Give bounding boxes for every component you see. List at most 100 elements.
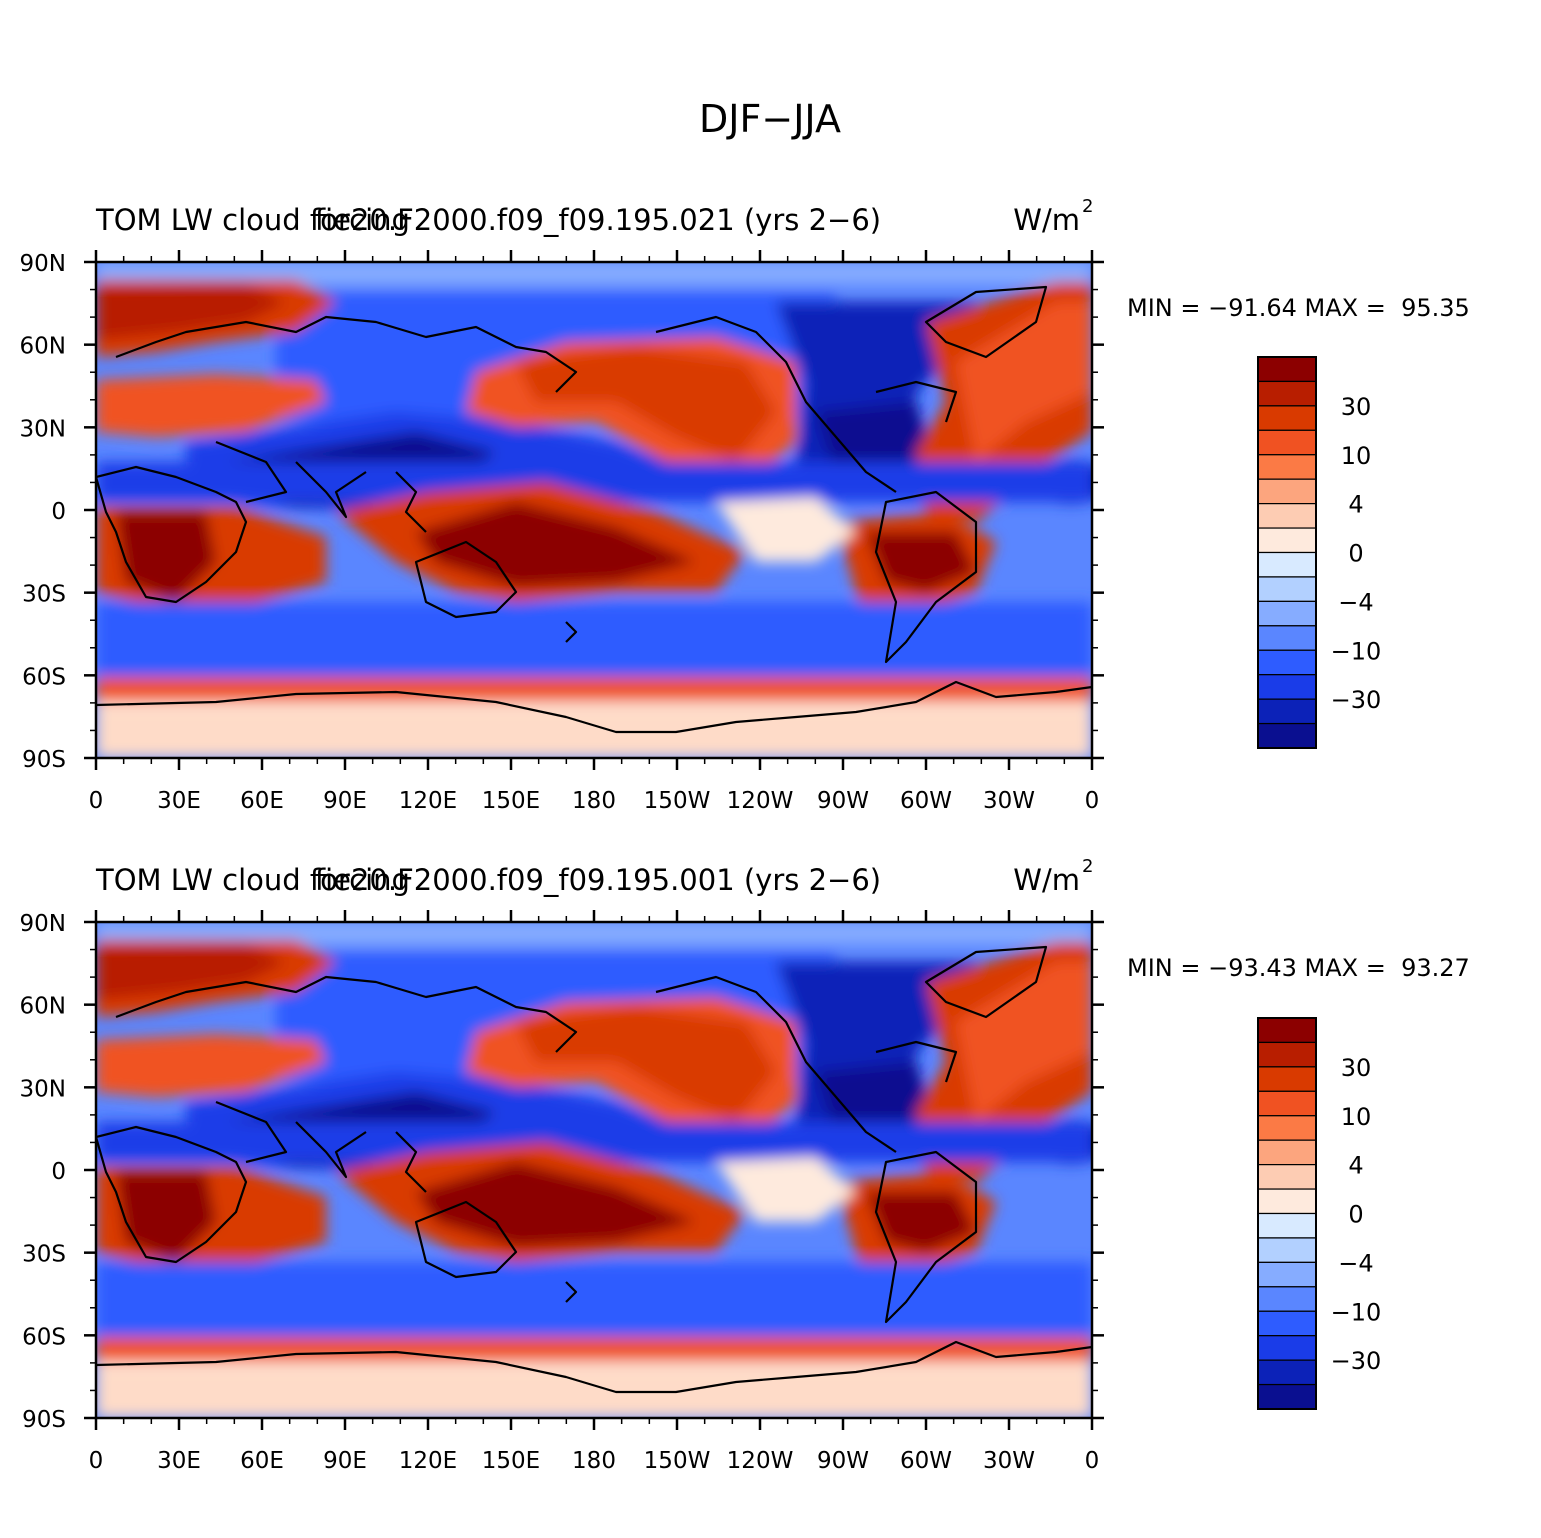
panel-2-lon-label: 120E [399,1448,457,1474]
panel-1-ticks: 90N 60N 30N 0 30S 60S 90S 0 30E 60E 90E 120E 150E 180… [20,250,1104,814]
panel-2-lon-label: 180 [572,1448,616,1474]
panel-1-colorbar-swatch [1257,503,1317,529]
panel-2-lon-label: 60W [900,1448,952,1474]
panel-1-lon-label: 120E [399,788,457,814]
panel-1-colorbar-swatch [1257,576,1317,602]
panel-2-colorbar-swatch [1257,1359,1317,1386]
panel-1-lon-label: 0 [89,788,104,814]
panel-1-colorbar-label: −10 [1331,637,1382,665]
panel-2-lat-label: 60N [20,994,66,1020]
panel-2-colorbar-label: −10 [1331,1298,1382,1326]
panel-2-colorbar-label: 4 [1348,1152,1363,1180]
panel-1-colorbar-swatch [1257,478,1317,505]
panel-2-units-exponent: 2 [1082,856,1093,877]
panel-2-lon-label: 90W [817,1448,869,1474]
panel-1-stats: MIN = −91.64 MAX = 95.35 [1127,294,1470,322]
panel-1-colorbar-swatch [1257,527,1317,554]
panel-1-colorbar-swatch [1257,600,1317,627]
panel-2-colorbar-swatch [1257,1310,1317,1337]
panel-2-colorbar-label: −4 [1338,1249,1373,1277]
panel-1-lon-label: 90W [817,788,869,814]
panel-1-lat-label: 90S [22,747,66,773]
panel-1-colorbar-label: 30 [1341,393,1372,421]
panel-2-lon-label: 0 [89,1448,104,1474]
panel-1-lon-label: 0 [1085,788,1100,814]
panel-1-lat-label: 60N [20,334,66,360]
page-title: DJF−JJA [699,97,841,141]
panel-1-lon-label: 30W [983,788,1035,814]
panel-2-colorbar-swatch [1257,1188,1317,1215]
panel-1-lon-label: 150W [644,788,711,814]
panel-1-colorbar-swatch [1257,698,1317,725]
panel-1-center-title: fie20.F2000.f09_f09.195.021 (yrs 2−6) [315,203,881,237]
panel-1-colorbar-swatch [1257,356,1317,383]
panel-1-lon-label: 180 [572,788,616,814]
panel-2-lon-label: 0 [1085,1448,1100,1474]
panel-1-colorbar-label: 10 [1341,442,1372,470]
panel-2-colorbar-label: 10 [1341,1103,1372,1131]
panel-1-colorbar-label: −4 [1338,588,1373,616]
panel-2-colorbar-swatch [1257,1261,1317,1288]
panel-2-colorbar-swatch [1257,1115,1317,1141]
panel-1-units: W/m [1013,203,1080,237]
panel-1-lat-label: 0 [51,499,66,525]
panel-1-colorbar-swatch [1257,551,1317,578]
panel-2-colorbar-swatch [1257,1335,1317,1361]
panel-1-lat-label: 30N [20,416,66,442]
panel-1-colorbar-swatch [1257,649,1317,676]
panel-2-colorbar-swatch [1257,1066,1317,1092]
panel-1-colorbar: 30 10 4 0 −4 −10 −30 [1257,356,1382,749]
panel-1-colorbar-swatch [1257,380,1317,407]
panel-2-lon-label: 150E [482,1448,540,1474]
panel-1-lon-label: 150E [482,788,540,814]
panel-1-colorbar-swatch [1257,625,1317,651]
panel-2-colorbar-swatch [1257,1041,1317,1068]
panel-2-colorbar-swatch [1257,1139,1317,1166]
panel-2-colorbar-swatch [1257,1237,1317,1263]
panel-1-lon-label: 120W [727,788,794,814]
panel-2-lat-label: 90S [22,1407,66,1433]
panel-2-lon-label: 90E [323,1448,367,1474]
panel-2-lat-label: 30N [20,1076,66,1102]
panel-2-lon-label: 150W [644,1448,711,1474]
panel-2-stats: MIN = −93.43 MAX = 93.27 [1127,954,1470,982]
panel-2-colorbar: 30 10 4 0 −4 −10 −30 [1257,1017,1382,1410]
panel-1-lon-label: 30E [157,788,201,814]
panel-2-colorbar-swatch [1257,1090,1317,1117]
panel-1-colorbar-label: 0 [1348,540,1363,568]
panel-1-left-title: TOM LW cloud forcing [95,203,410,237]
panel-1-colorbar-swatch [1257,454,1317,480]
panel-2-ticks: 90N 60N 30N 0 30S 60S 90S 0 30E 60E 90E 120E 150E 180… [20,910,1104,1474]
panel-1-lon-label: 90E [323,788,367,814]
panel-2-lat-label: 60S [22,1324,66,1350]
panel-1-colorbar-swatch [1257,722,1317,749]
panel-2-lat-label: 0 [51,1159,66,1185]
panel-2-colorbar-swatch [1257,1164,1317,1190]
panel-2-lat-label: 90N [20,911,66,937]
panel-1-lat-label: 30S [22,582,66,608]
panel-1-colorbar-label: −30 [1331,686,1382,714]
panel-2-lat-label: 30S [22,1242,66,1268]
panel-2-colorbar-label: 0 [1348,1201,1363,1229]
panel-1-lat-label: 90N [20,251,66,277]
panel-1-map [96,262,1111,758]
panel-2-colorbar-label: 30 [1341,1054,1372,1082]
panel-2-colorbar-swatch [1257,1383,1317,1410]
panel-1-lat-label: 60S [22,664,66,690]
panel-1-colorbar-label: 4 [1348,491,1363,519]
panel-1-colorbar-swatch [1257,429,1317,456]
panel-2-left-title: TOM LW cloud forcing [95,863,410,897]
panel-2-colorbar-swatch [1257,1017,1317,1044]
panel-2-units: W/m [1013,863,1080,897]
panel-2: TOM LW cloud forcing fie20.F2000.f09_f09… [20,856,1470,1474]
panel-2-map [96,922,1111,1418]
panel-2-colorbar-label: −30 [1331,1347,1382,1375]
panel-2-colorbar-swatch [1257,1212,1317,1239]
panel-1-colorbar-swatch [1257,674,1317,700]
panel-1-units-exponent: 2 [1082,196,1093,217]
panel-1-colorbar-swatch [1257,405,1317,431]
panel-2-lon-label: 30E [157,1448,201,1474]
panel-2-lon-label: 120W [727,1448,794,1474]
panel-2-lon-label: 60E [240,1448,284,1474]
